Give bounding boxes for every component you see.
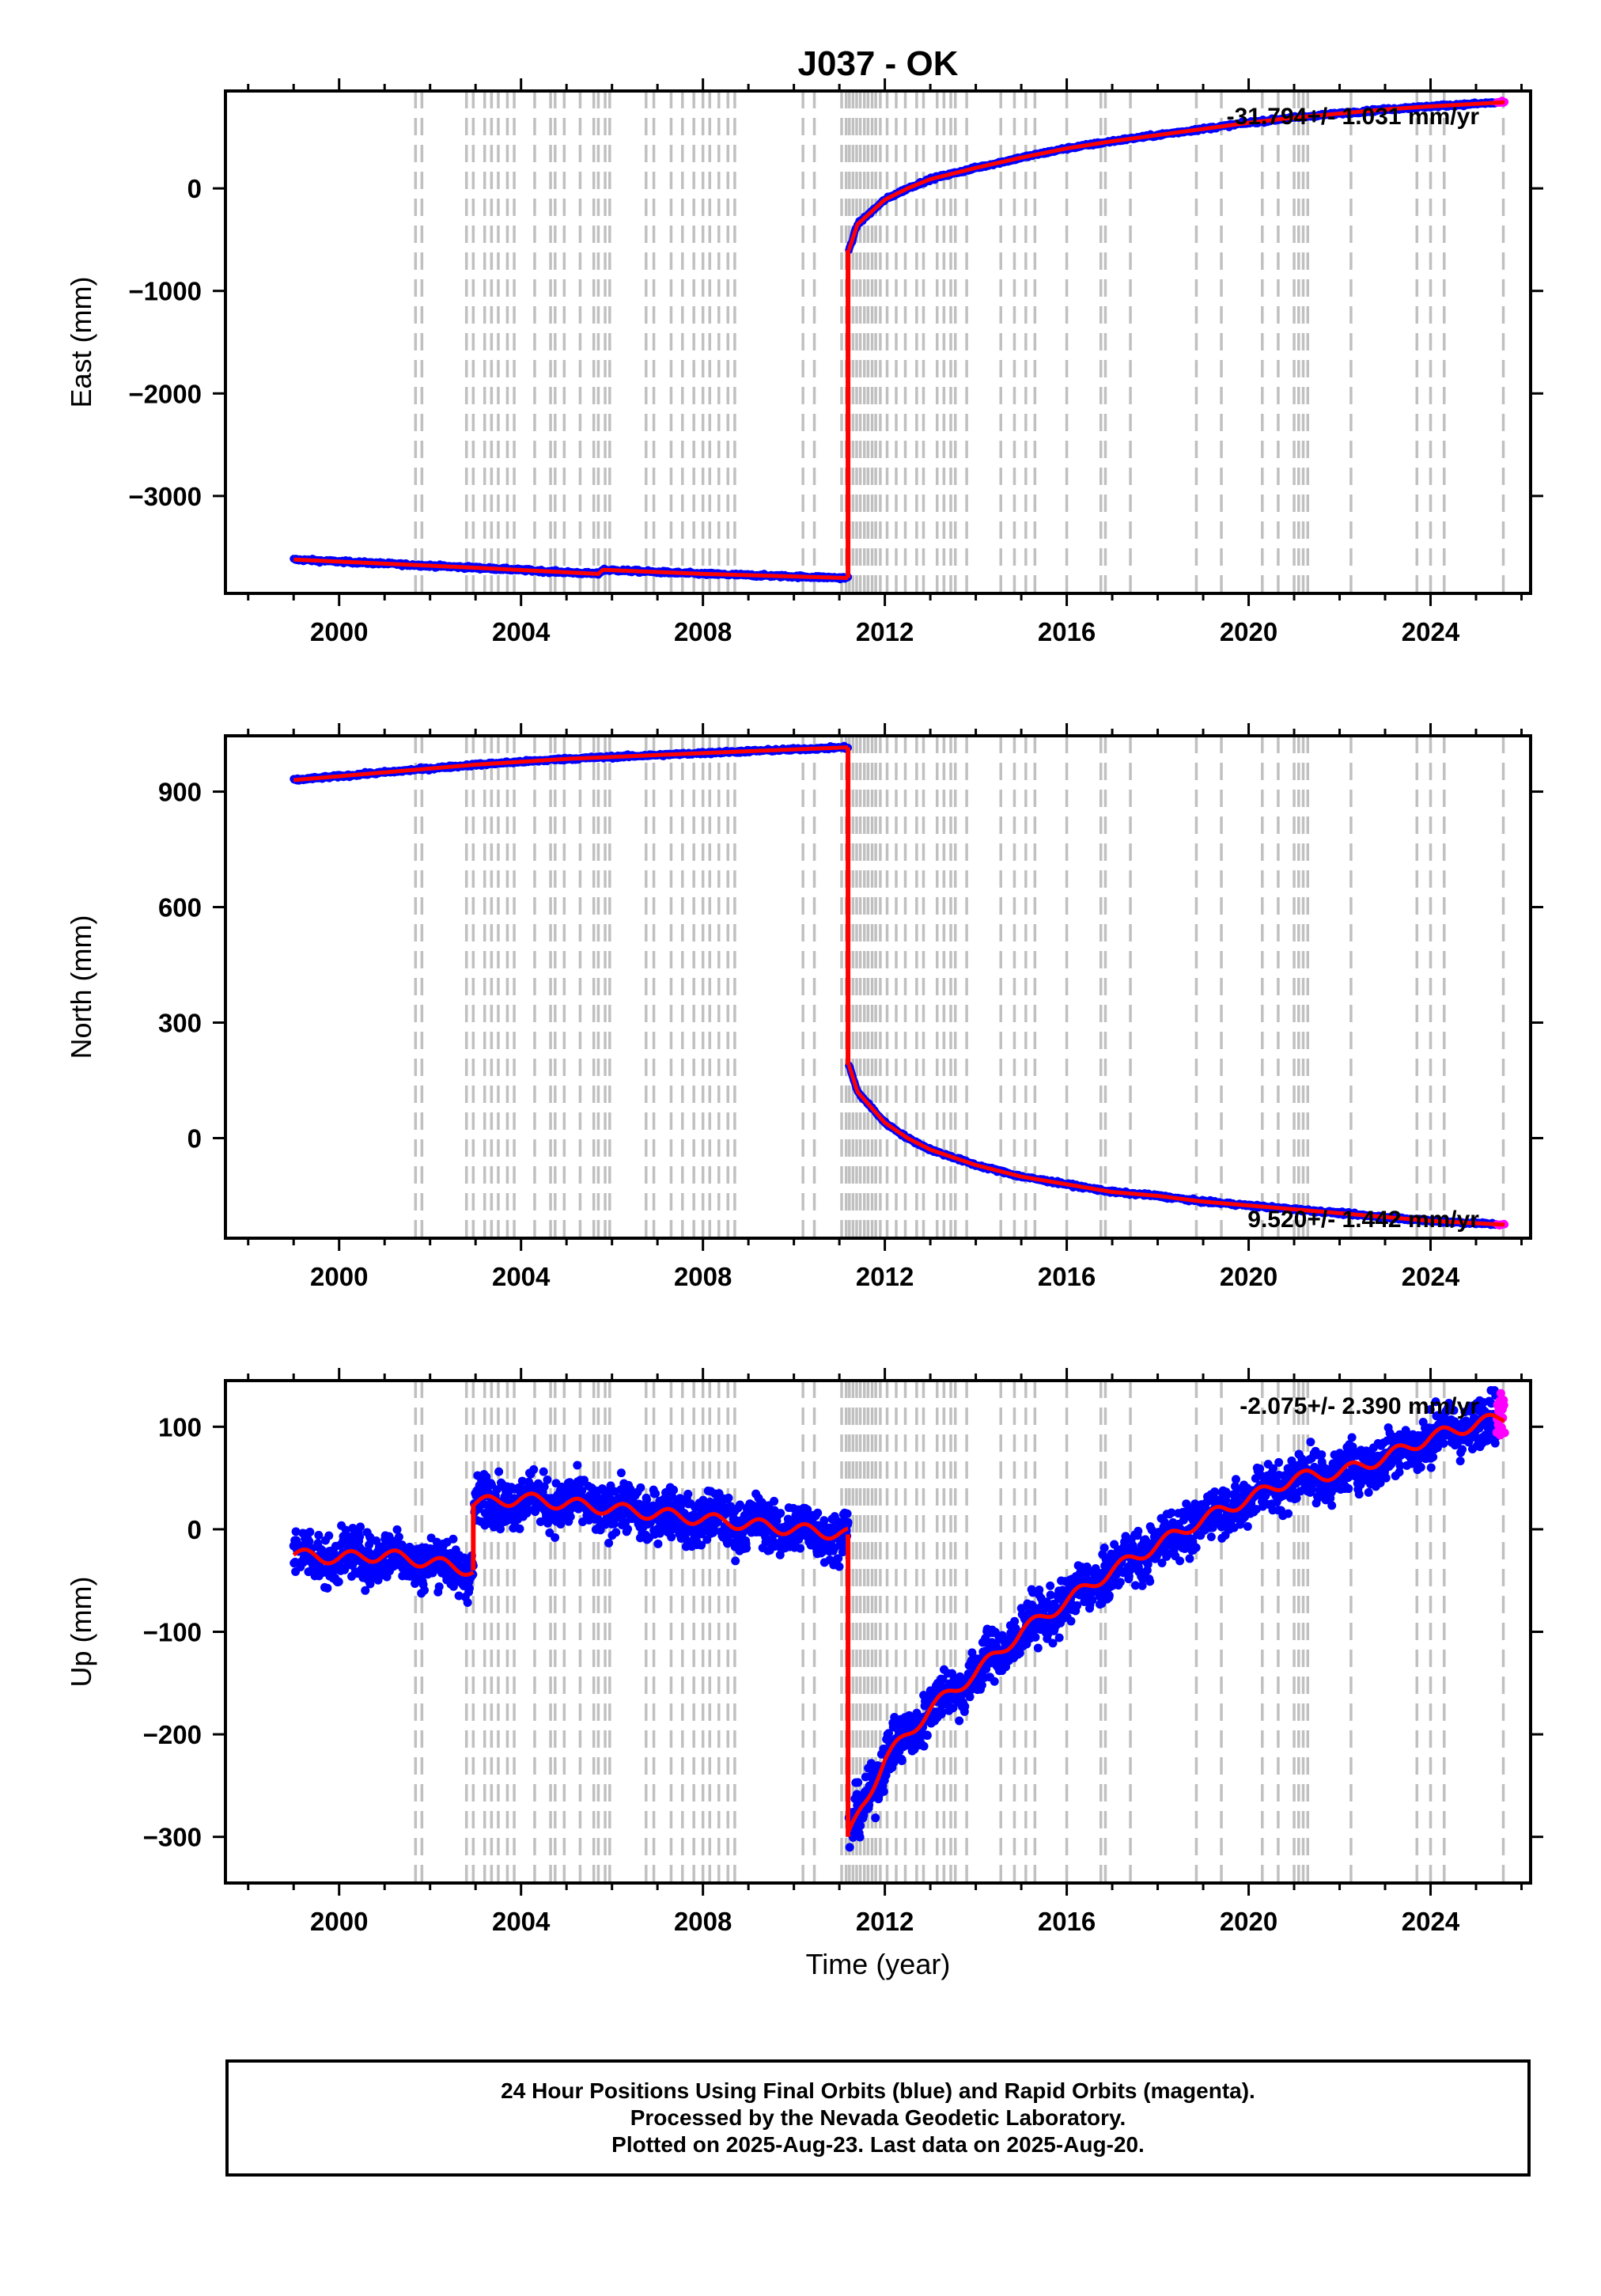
final-orbit-point: [323, 1583, 332, 1593]
final-orbit-point: [394, 1533, 403, 1542]
x-tick-label: 2000: [310, 617, 368, 646]
plot-area: [289, 1381, 1509, 1883]
model-fit-line: [293, 557, 849, 581]
final-orbit-points: [290, 741, 853, 785]
velocity-rate-label: 9.520+/- 1.442 mm/yr: [1247, 1207, 1479, 1233]
y-axis-label: North (mm): [65, 915, 97, 1059]
final-orbit-point: [616, 1468, 626, 1478]
final-orbit-point: [543, 1475, 552, 1484]
x-tick-label: 2008: [674, 1262, 732, 1291]
x-tick-label: 2016: [1038, 617, 1096, 646]
final-orbit-point: [539, 1467, 548, 1476]
final-orbit-point: [356, 1522, 365, 1532]
y-tick-label: −2000: [128, 379, 202, 408]
final-orbit-point: [305, 1527, 315, 1536]
final-orbit-point: [551, 1533, 560, 1542]
final-orbit-point: [611, 1528, 621, 1537]
plot-area: [290, 91, 1509, 593]
x-tick-label: 2008: [674, 617, 732, 646]
final-orbit-point: [573, 1461, 582, 1470]
final-orbit-points: [469, 1461, 853, 1571]
final-orbit-point: [604, 1538, 614, 1548]
model-fit-line: [293, 745, 849, 782]
plot-frame: [224, 89, 1532, 595]
final-orbit-point: [334, 1577, 343, 1586]
final-orbit-point: [494, 1467, 504, 1476]
y-tick-label: 300: [158, 1009, 202, 1038]
up-panel: 2000 2004 2008 2012 2016 2020 20241000−100−200…: [65, 1368, 1543, 1936]
x-tick-label: 2012: [856, 617, 914, 646]
final-orbit-point: [463, 1598, 472, 1608]
y-tick-label: 600: [158, 893, 202, 923]
x-tick-label: 2020: [1220, 617, 1277, 646]
x-tick-label: 2004: [492, 1262, 551, 1291]
x-tick-label: 2012: [856, 1262, 914, 1291]
final-orbit-point: [465, 1584, 475, 1593]
x-tick-label: 2024: [1402, 1262, 1460, 1291]
final-orbit-point: [529, 1464, 539, 1474]
final-orbit-point: [515, 1524, 524, 1533]
y-tick-label: −3000: [128, 482, 202, 511]
x-tick-label: 2004: [492, 617, 551, 646]
east-panel: 2000 2004 2008 2012 2016 2020 2024 0 −1000 −2000 −…: [65, 78, 1543, 646]
y-tick-label: −1000: [128, 277, 202, 306]
final-orbit-point: [314, 1530, 324, 1540]
figure-title: J037 - OK: [798, 44, 959, 83]
final-orbit-point: [324, 1531, 334, 1540]
x-tick-label: 2016: [1038, 1262, 1096, 1291]
final-orbit-point: [355, 1532, 365, 1541]
final-orbit-point: [392, 1525, 402, 1534]
x-tick-label: 2024: [1402, 617, 1460, 646]
final-orbit-point: [420, 1586, 430, 1595]
y-tick-label: 0: [187, 174, 202, 203]
final-orbit-point: [566, 1512, 575, 1521]
north-panel: 2000 2004 2008 2012 2016 2020 2024 900 600 300 0 No…: [65, 723, 1543, 1291]
plot-area: [290, 736, 1509, 1238]
x-tick-label: 2020: [1220, 1262, 1277, 1291]
y-axis-label: East (mm): [65, 277, 97, 408]
x-tick-label: 2000: [310, 1262, 368, 1291]
velocity-rate-label: -31.794+/- 1.031 mm/yr: [1227, 104, 1480, 130]
final-orbit-point: [449, 1534, 458, 1544]
final-orbit-point: [434, 1582, 444, 1591]
final-orbit-points: [290, 555, 853, 584]
y-tick-label: 0: [187, 1123, 202, 1153]
model-fit-line: [846, 100, 1505, 251]
y-tick-label: 900: [158, 778, 202, 807]
